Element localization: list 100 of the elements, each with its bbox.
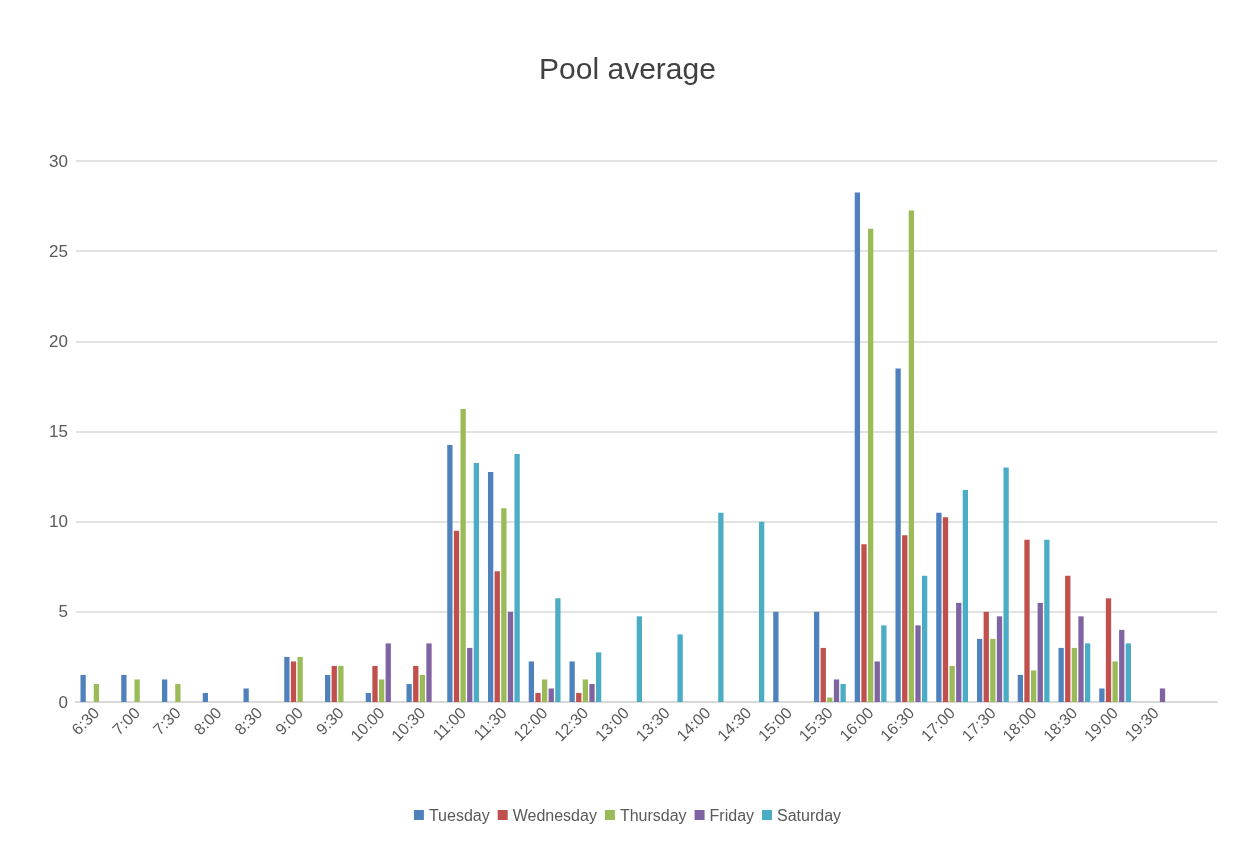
- bar: [378, 679, 385, 702]
- bar: [1017, 674, 1024, 702]
- bar: [419, 674, 426, 702]
- bar: [1099, 688, 1105, 702]
- bar: [331, 665, 337, 702]
- bar: [936, 512, 942, 702]
- bar: [773, 611, 779, 702]
- bar: [121, 674, 127, 702]
- bar: [1030, 670, 1037, 702]
- bar: [874, 661, 880, 702]
- bar: [881, 625, 887, 702]
- bar: [555, 598, 561, 702]
- bar: [861, 544, 867, 702]
- bar: [718, 512, 724, 702]
- bar: [501, 508, 507, 702]
- bar: [467, 647, 473, 702]
- bar: [175, 683, 181, 702]
- bar: [1003, 467, 1009, 702]
- bar: [447, 445, 453, 702]
- bar: [915, 625, 921, 702]
- x-tick-label: 8:00: [190, 703, 225, 739]
- y-tick-label: 25: [49, 241, 68, 261]
- bar: [548, 688, 554, 702]
- bar: [962, 490, 969, 702]
- bar: [243, 688, 249, 702]
- bar: [80, 674, 86, 702]
- bar: [1078, 616, 1084, 702]
- bar: [514, 454, 520, 702]
- y-tick-label: 0: [58, 692, 68, 712]
- bar: [426, 643, 432, 702]
- bar: [956, 602, 962, 702]
- bar: [1044, 539, 1050, 702]
- bar: [595, 652, 602, 702]
- bar: [385, 643, 391, 702]
- x-tick-label: 6:30: [68, 703, 103, 739]
- bar: [895, 368, 901, 702]
- bar: [1037, 602, 1043, 702]
- bar: [827, 697, 833, 702]
- bar: [413, 665, 419, 702]
- bar: [535, 692, 541, 702]
- bar: [372, 665, 378, 702]
- bar: [758, 521, 765, 702]
- bar: [1065, 575, 1071, 702]
- bar: [453, 530, 460, 702]
- bar: [297, 656, 303, 702]
- bar: [460, 408, 466, 702]
- bar: [494, 571, 500, 702]
- bar: [1159, 688, 1166, 702]
- bar: [908, 210, 915, 702]
- x-tick-label: 9:30: [312, 703, 347, 739]
- legend-label: Thursday: [619, 806, 687, 824]
- bar: [1058, 647, 1064, 702]
- bar: [636, 616, 643, 702]
- bar: [976, 638, 983, 702]
- bar: [949, 665, 955, 702]
- chart-title: Pool average: [539, 51, 716, 85]
- bar: [902, 535, 908, 702]
- bar: [134, 679, 140, 702]
- y-tick-label: 5: [58, 602, 68, 622]
- bar: [406, 683, 412, 702]
- bar: [589, 683, 595, 702]
- bar: [487, 472, 494, 702]
- bar: [1024, 539, 1030, 702]
- bar: [854, 192, 861, 702]
- y-tick-label: 20: [49, 331, 68, 351]
- bar: [867, 228, 874, 702]
- y-tick-label: 30: [49, 151, 68, 171]
- y-tick-label: 15: [49, 422, 68, 441]
- legend-label: Friday: [709, 806, 755, 824]
- bar: [1105, 598, 1112, 702]
- x-tick-label: 7:30: [149, 703, 184, 739]
- bar: [921, 575, 928, 702]
- legend-label: Wednesday: [512, 806, 597, 824]
- bar: [942, 517, 949, 702]
- bar: [338, 665, 344, 702]
- bar: [365, 692, 372, 702]
- bar: [93, 683, 100, 702]
- bar: [996, 616, 1003, 702]
- bar: [528, 661, 535, 702]
- bar: [1084, 643, 1091, 702]
- bar: [582, 679, 589, 702]
- bar: [473, 463, 480, 702]
- bar: [284, 656, 290, 702]
- bar: [161, 679, 168, 702]
- y-tick-label: 10: [49, 512, 68, 532]
- bar: [202, 692, 209, 702]
- bar: [813, 611, 820, 702]
- bar: [569, 661, 575, 702]
- x-tick-label: 7:00: [109, 703, 144, 739]
- bar: [1125, 643, 1132, 702]
- bar: [990, 638, 996, 702]
- bar: [290, 661, 297, 702]
- legend-label: Tuesday: [428, 806, 490, 824]
- bar: [541, 679, 548, 702]
- bar: [576, 692, 582, 702]
- bar: [1119, 629, 1125, 702]
- bar: [1071, 647, 1078, 702]
- bar: [840, 683, 846, 702]
- bar: [983, 611, 989, 702]
- bar: [324, 674, 331, 702]
